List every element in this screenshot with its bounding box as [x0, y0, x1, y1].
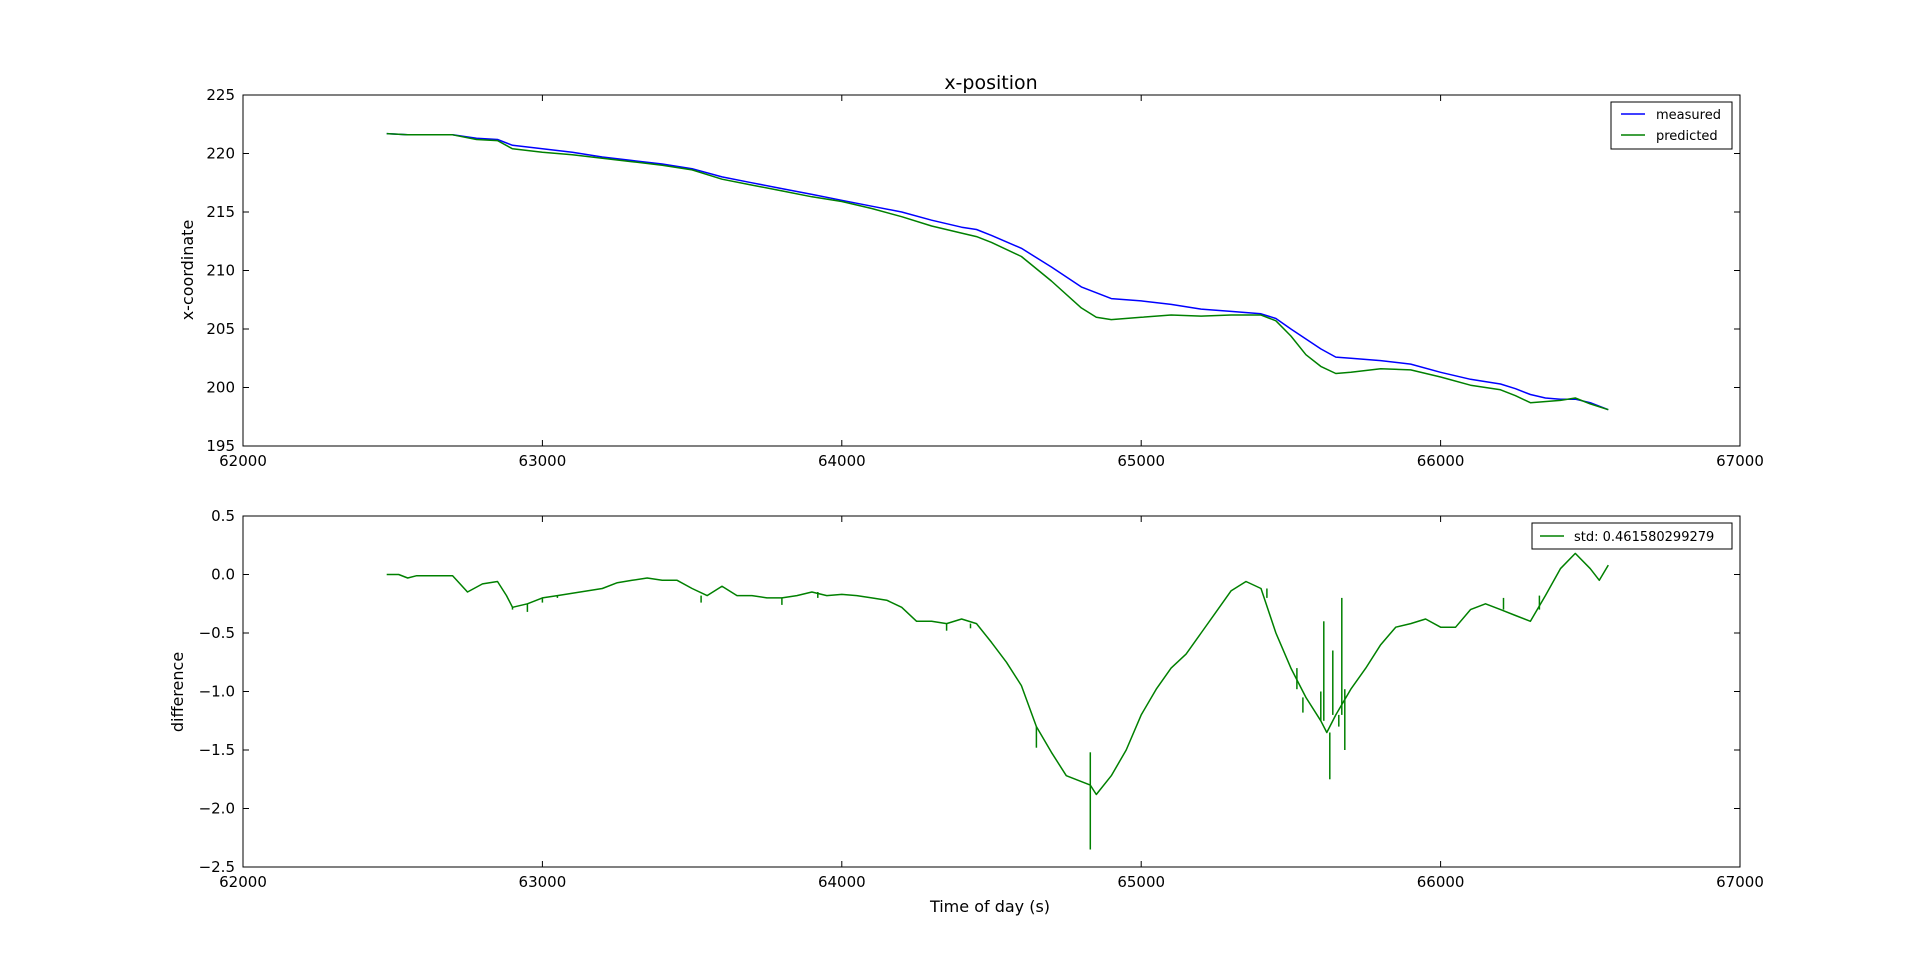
legend-std-label: std: 0.461580299279: [1574, 530, 1714, 545]
x-tick-label: 63000: [519, 452, 567, 470]
y-tick-label: −0.5: [199, 624, 235, 642]
top-plot-lines: [386, 132, 1609, 411]
x-tick-label: 62000: [219, 873, 267, 891]
y-tick-label: 200: [206, 379, 235, 397]
y-tick-label: −2.0: [199, 800, 235, 818]
legend-predicted-label: predicted: [1656, 129, 1718, 144]
y-tick-label: −1.0: [199, 683, 235, 701]
x-tick-label: 62000: [219, 452, 267, 470]
top-plot-legend-box: [1610, 101, 1733, 150]
y-tick-label: 225: [206, 86, 235, 104]
top-plot-ticks: 62000 63000 64000 65000 66000 67000 195 200 205 2…: [206, 86, 1764, 470]
y-tick-label: 205: [206, 320, 235, 338]
y-tick-label: 0.5: [211, 507, 235, 525]
bottom-plot-legend-box: [1531, 522, 1733, 550]
bottom-plot-ticks: 62000 63000 64000 65000 66000 67000 −2.5 −2.0 −1…: [199, 507, 1764, 891]
series-line-std: [386, 552, 1609, 796]
bottom-plot-legend: std: 0.461580299279: [1531, 522, 1733, 550]
top-plot-title: x-position: [944, 72, 1037, 94]
legend-measured-label: measured: [1656, 108, 1721, 123]
x-tick-label: 65000: [1117, 452, 1165, 470]
x-tick-label: 67000: [1716, 452, 1764, 470]
y-tick-label: 220: [206, 145, 235, 163]
x-tick-label: 65000: [1117, 873, 1165, 891]
x-tick-label: 64000: [818, 873, 866, 891]
y-tick-label: −1.5: [199, 741, 235, 759]
top-plot: x-position x-coordinate 62000 63000 64000 6…: [178, 72, 1764, 470]
top-plot-ylabel: x-coordinate: [178, 220, 197, 321]
x-tick-label: 66000: [1417, 452, 1465, 470]
x-tick-label: 64000: [818, 452, 866, 470]
y-tick-label: −2.5: [199, 858, 235, 876]
bottom-plot-xlabel: Time of day (s): [929, 897, 1050, 916]
y-tick-label: 195: [206, 437, 235, 455]
series-line-predicted: [386, 132, 1609, 411]
y-tick-label: 0.0: [211, 566, 235, 584]
bottom-plot-ylabel: difference: [168, 652, 187, 732]
bottom-plot: Time of day (s) difference 62000 63000 640…: [168, 507, 1764, 916]
x-tick-label: 63000: [519, 873, 567, 891]
x-tick-label: 67000: [1716, 873, 1764, 891]
x-tick-label: 66000: [1417, 873, 1465, 891]
y-tick-label: 210: [206, 262, 235, 280]
top-plot-legend: measured predicted: [1610, 101, 1733, 150]
y-tick-label: 215: [206, 203, 235, 221]
bottom-plot-lines: [386, 552, 1609, 850]
series-line-measured: [386, 132, 1609, 411]
